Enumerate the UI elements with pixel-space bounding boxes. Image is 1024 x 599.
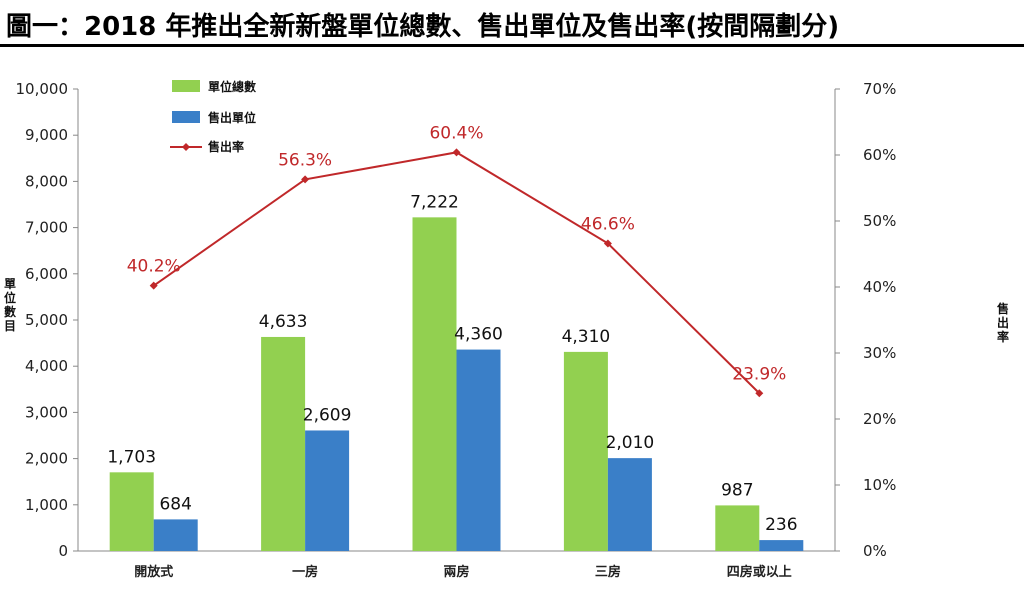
sell-rate-label: 23.9% xyxy=(732,364,786,384)
y-axis-title-char: 目 xyxy=(4,319,16,333)
sell-rate-label: 56.3% xyxy=(278,150,332,170)
legend-label-sold: 售出單位 xyxy=(208,110,256,125)
y2-axis-title-char: 出 xyxy=(997,315,1009,330)
x-tick-label: 開放式 xyxy=(134,564,173,580)
legend-marker-rate xyxy=(182,143,190,151)
y-tick-label: 7,000 xyxy=(25,219,68,237)
bar-data-label: 7,222 xyxy=(410,192,459,212)
y-tick-label: 8,000 xyxy=(25,172,68,190)
y2-tick-label: 40% xyxy=(863,278,896,296)
sell-rate-label: 40.2% xyxy=(127,257,181,277)
y-tick-label: 5,000 xyxy=(25,311,68,329)
y-tick-label: 0 xyxy=(58,542,68,560)
y-tick-label: 3,000 xyxy=(25,403,68,421)
legend-label-rate: 售出率 xyxy=(208,139,244,154)
x-tick-label: 四房或以上 xyxy=(727,564,792,580)
legend-label-total: 單位總數 xyxy=(208,79,256,94)
bar-data-label: 2,609 xyxy=(303,405,352,425)
y2-tick-label: 70% xyxy=(863,80,896,98)
sell-rate-point xyxy=(301,175,310,184)
y2-tick-label: 0% xyxy=(863,542,887,560)
bar-data-label: 4,633 xyxy=(259,312,308,332)
y-tick-label: 10,000 xyxy=(16,80,69,98)
y2-tick-label: 30% xyxy=(863,344,896,362)
sell-rate-label: 46.6% xyxy=(581,214,635,234)
bar-total-units xyxy=(715,505,760,551)
sell-rate-point xyxy=(149,281,158,290)
legend-swatch-total xyxy=(172,80,200,92)
y-tick-label: 9,000 xyxy=(25,126,68,144)
bar-data-label: 4,360 xyxy=(454,325,503,345)
y2-tick-label: 50% xyxy=(863,212,896,230)
y2-tick-label: 20% xyxy=(863,410,896,428)
bar-data-label: 987 xyxy=(721,480,753,500)
y2-axis-title-char: 率 xyxy=(997,329,1009,344)
title-divider xyxy=(0,44,1024,47)
page-title: 圖一：2018 年推出全新新盤單位總數、售出單位及售出率(按間隔劃分) xyxy=(6,12,840,42)
bar-total-units xyxy=(412,217,457,551)
y-axis-title-char: 單 xyxy=(4,277,16,291)
bar-data-label: 4,310 xyxy=(562,327,611,347)
bar-data-label: 2,010 xyxy=(606,433,655,453)
bar-data-label: 236 xyxy=(765,515,797,535)
x-tick-label: 兩房 xyxy=(443,564,469,580)
y-tick-label: 2,000 xyxy=(25,450,68,468)
y-axis-title-char: 位 xyxy=(4,290,16,305)
y-axis-title-char: 數 xyxy=(4,304,16,319)
sell-rate-label: 60.4% xyxy=(429,123,483,143)
sell-rate-point xyxy=(755,389,764,398)
bar-sold-units xyxy=(456,349,501,551)
bar-total-units xyxy=(261,336,306,551)
sell-rate-point xyxy=(603,239,612,248)
bar-total-units xyxy=(563,351,608,551)
y-tick-label: 4,000 xyxy=(25,357,68,375)
y2-tick-label: 60% xyxy=(863,146,896,164)
bar-sold-units xyxy=(153,519,198,551)
bar-total-units xyxy=(109,472,154,551)
y2-axis-title-char: 售 xyxy=(997,301,1009,316)
x-tick-label: 三房 xyxy=(595,564,621,580)
bar-sold-units xyxy=(759,540,804,551)
title-bar: 圖一：2018 年推出全新新盤單位總數、售出單位及售出率(按間隔劃分) xyxy=(0,0,1024,50)
bar-data-label: 1,703 xyxy=(107,447,156,467)
x-tick-label: 一房 xyxy=(292,564,318,580)
bar-sold-units xyxy=(607,458,652,551)
y-tick-label: 6,000 xyxy=(25,265,68,283)
sell-rate-point xyxy=(452,148,461,157)
y-tick-label: 1,000 xyxy=(25,496,68,514)
y2-tick-label: 10% xyxy=(863,476,896,494)
legend-swatch-sold xyxy=(172,111,200,123)
bar-data-label: 684 xyxy=(159,494,191,514)
bar-sold-units xyxy=(305,430,350,551)
